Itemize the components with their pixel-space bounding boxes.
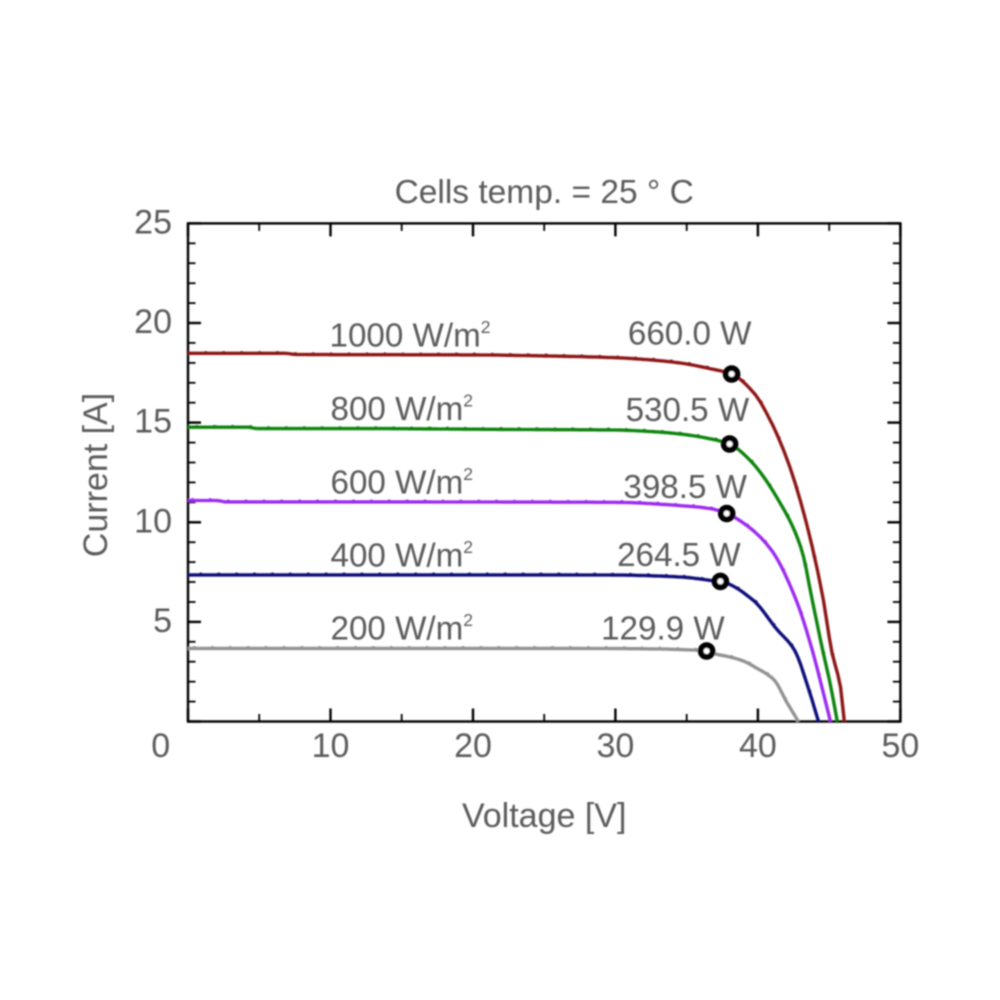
svg-text:660.0 W: 660.0 W <box>628 316 752 353</box>
svg-text:15: 15 <box>134 403 172 441</box>
svg-text:1000 W/m2: 1000 W/m2 <box>330 317 491 355</box>
svg-text:25: 25 <box>134 203 172 241</box>
svg-text:50: 50 <box>881 727 919 765</box>
svg-text:600 W/m2: 600 W/m2 <box>331 464 474 502</box>
svg-text:20: 20 <box>134 303 172 341</box>
svg-text:30: 30 <box>596 727 634 765</box>
svg-text:20: 20 <box>454 727 492 765</box>
svg-text:200 W/m2: 200 W/m2 <box>331 610 474 648</box>
svg-text:Voltage [V]: Voltage [V] <box>462 797 626 835</box>
svg-text:0: 0 <box>151 727 170 765</box>
svg-text:398.5 W: 398.5 W <box>623 469 747 506</box>
svg-text:Current [A]: Current [A] <box>77 393 115 557</box>
svg-text:10: 10 <box>312 727 350 765</box>
svg-text:400 W/m2: 400 W/m2 <box>331 537 474 575</box>
svg-text:530.5 W: 530.5 W <box>626 392 750 429</box>
svg-text:264.5 W: 264.5 W <box>617 537 741 574</box>
svg-text:5: 5 <box>153 602 172 640</box>
svg-text:129.9 W: 129.9 W <box>601 610 725 647</box>
svg-text:10: 10 <box>134 502 172 540</box>
svg-text:Cells temp. = 25 ° C: Cells temp. = 25 ° C <box>395 174 694 211</box>
svg-text:800 W/m2: 800 W/m2 <box>331 390 474 428</box>
svg-text:40: 40 <box>739 727 777 765</box>
